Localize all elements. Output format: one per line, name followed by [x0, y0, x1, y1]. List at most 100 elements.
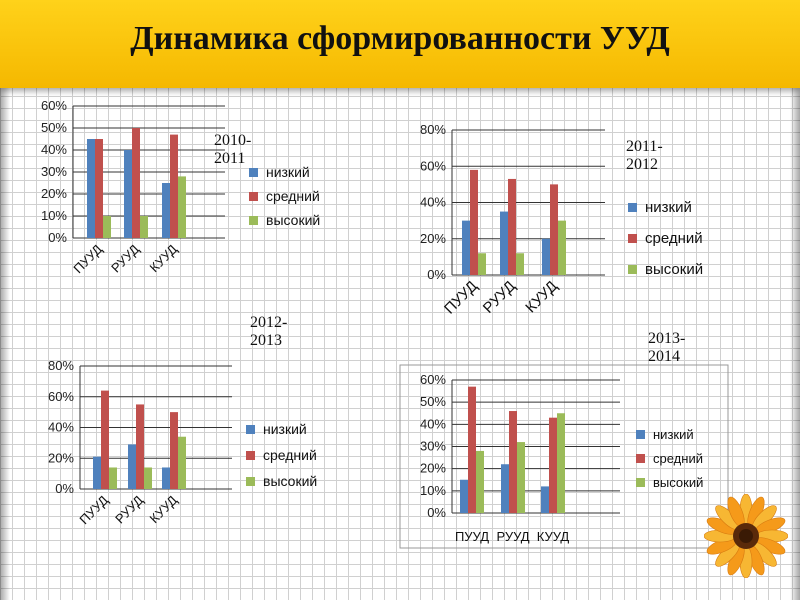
bar-low: [500, 211, 508, 275]
chart-2013-2014-legend: низкий средний высокий: [636, 422, 703, 494]
right-edge-shadow: [790, 88, 800, 600]
bar-mid: [470, 169, 478, 275]
y-tick-label: 20%: [420, 461, 446, 476]
bar-low: [124, 150, 132, 238]
legend-item-high: высокий: [246, 468, 317, 494]
bar-high: [557, 413, 565, 513]
legend-label-high: высокий: [266, 212, 321, 228]
x-category-label: РУУД: [496, 529, 529, 544]
y-tick-label: 40%: [420, 195, 446, 210]
y-tick-label: 40%: [420, 416, 446, 431]
legend-label-low: низкий: [266, 164, 310, 180]
y-tick-label: 0%: [55, 481, 74, 496]
chart-2011-2012-year-label: 2011-2012: [626, 138, 663, 173]
y-tick-label: 0%: [427, 267, 446, 282]
bar-high: [109, 467, 117, 489]
bar-high: [478, 253, 486, 275]
bar-mid: [468, 386, 476, 513]
x-category-label: КУУД: [537, 529, 570, 544]
bar-high: [517, 442, 525, 513]
y-tick-label: 0%: [48, 230, 67, 245]
y-tick-label: 0%: [427, 505, 446, 520]
y-tick-label: 50%: [41, 120, 67, 135]
bar-high: [144, 467, 152, 489]
legend-item-high: высокий: [628, 254, 703, 285]
bar-low: [541, 486, 549, 513]
legend-item-low: низкий: [628, 192, 703, 223]
legend-label-low: низкий: [263, 421, 307, 437]
legend-swatch-high: [246, 476, 255, 486]
legend-label-mid: средний: [645, 230, 703, 247]
y-tick-label: 60%: [41, 98, 67, 113]
chart-2012-2013-year-label: 2012-2013: [250, 314, 288, 349]
y-tick-label: 50%: [420, 394, 446, 409]
chart-2011-2012-legend: низкий средний высокий: [628, 192, 703, 285]
legend-item-low: низкий: [249, 160, 320, 184]
y-tick-label: 60%: [420, 158, 446, 173]
bar-high: [140, 216, 148, 238]
y-tick-label: 40%: [41, 142, 67, 157]
legend-swatch-low: [249, 167, 258, 177]
chart-frame: [399, 364, 729, 549]
y-tick-label: 30%: [41, 164, 67, 179]
legend-swatch-low: [246, 424, 255, 434]
bar-low: [162, 183, 170, 238]
legend-item-low: низкий: [246, 416, 317, 442]
bar-low: [501, 464, 509, 513]
bar-low: [542, 238, 550, 275]
legend-label-high: высокий: [263, 473, 318, 489]
legend-label-high: высокий: [653, 474, 704, 490]
legend-label-mid: средний: [266, 188, 320, 204]
y-tick-label: 10%: [41, 208, 67, 223]
bar-mid: [508, 178, 516, 275]
bar-low: [462, 220, 470, 275]
y-tick-label: 60%: [48, 389, 74, 404]
chart-2010-2011-year-label: 2010-2011: [214, 132, 252, 167]
legend-item-mid: средний: [249, 184, 320, 208]
legend-item-high: высокий: [249, 208, 320, 232]
title-banner: Динамика сформированности УУД: [0, 0, 800, 88]
legend-label-high: высокий: [645, 261, 704, 278]
legend-label-mid: средний: [263, 447, 317, 463]
chart-2012-2013-legend: низкий средний высокий: [246, 416, 317, 494]
legend-item-low: низкий: [636, 422, 703, 446]
legend-label-low: низкий: [645, 199, 692, 216]
x-category-label: ПУУД: [455, 529, 489, 544]
bar-mid: [170, 134, 178, 238]
y-tick-label: 60%: [420, 372, 446, 387]
y-tick-label: 20%: [420, 231, 446, 246]
bar-mid: [550, 184, 558, 275]
legend-swatch-mid: [636, 453, 645, 463]
page-title: Динамика сформированности УУД: [130, 20, 670, 57]
bar-low: [87, 139, 95, 238]
bar-mid: [136, 404, 144, 489]
left-edge-shadow: [0, 88, 10, 600]
bar-high: [103, 216, 111, 238]
y-tick-label: 40%: [48, 420, 74, 435]
y-tick-label: 30%: [420, 439, 446, 454]
bar-mid: [132, 128, 140, 238]
y-tick-label: 20%: [48, 450, 74, 465]
bar-mid: [549, 417, 557, 513]
bar-high: [558, 220, 566, 275]
y-tick-label: 20%: [41, 186, 67, 201]
legend-swatch-high: [636, 477, 645, 487]
y-tick-label: 80%: [48, 358, 74, 373]
legend-item-high: высокий: [636, 470, 703, 494]
bar-mid: [101, 390, 109, 489]
legend-swatch-mid: [246, 450, 255, 460]
chart-2010-2011-legend: низкий средний высокий: [249, 160, 320, 232]
legend-item-mid: средний: [636, 446, 703, 470]
bar-high: [178, 436, 186, 489]
legend-swatch-high: [628, 265, 637, 274]
bar-low: [162, 467, 170, 489]
legend-swatch-low: [636, 429, 645, 439]
bar-low: [93, 456, 101, 489]
legend-swatch-mid: [628, 234, 637, 243]
bar-high: [476, 450, 484, 513]
bar-low: [128, 444, 136, 489]
